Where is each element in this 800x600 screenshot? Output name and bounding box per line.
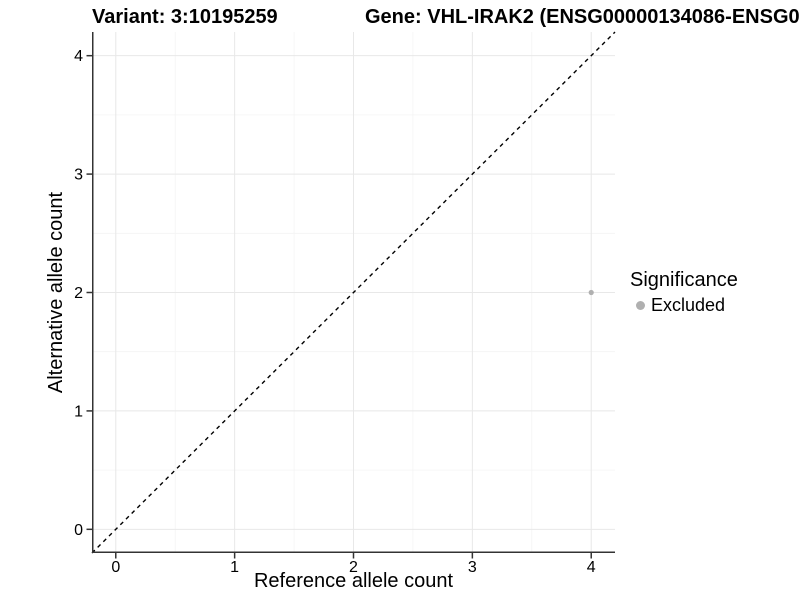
x-tick-label: 2 bbox=[349, 559, 358, 576]
legend: Significance Excluded bbox=[630, 268, 738, 316]
x-axis-label: Reference allele count bbox=[253, 570, 453, 592]
x-tick-label: 1 bbox=[230, 559, 239, 576]
legend-item-excluded: Excluded bbox=[630, 294, 738, 316]
x-tick-label: 4 bbox=[587, 559, 596, 576]
x-tick-label: 3 bbox=[468, 559, 477, 576]
legend-title: Significance bbox=[630, 269, 738, 291]
y-tick-label: 1 bbox=[74, 403, 83, 420]
identity-line bbox=[91, 31, 616, 554]
x-tick-label: 0 bbox=[111, 559, 120, 576]
legend-item-label: Excluded bbox=[651, 294, 726, 315]
plot-title-gene: Gene: VHL-IRAK2 (ENSG00000134086-ENSG00 bbox=[365, 6, 800, 28]
data-point bbox=[588, 289, 594, 296]
y-tick-label: 0 bbox=[74, 522, 83, 539]
y-axis-label: Alternative allele count bbox=[45, 191, 67, 394]
legend-point-icon bbox=[636, 300, 645, 310]
y-tick-label: 4 bbox=[74, 48, 83, 65]
y-tick-label: 2 bbox=[74, 285, 83, 302]
plot-title-variant: Variant: 3:10195259 bbox=[92, 6, 278, 28]
y-tick-label: 3 bbox=[74, 167, 83, 184]
plot-panel: 0 1 2 3 4 0 1 2 3 4 bbox=[74, 31, 616, 576]
